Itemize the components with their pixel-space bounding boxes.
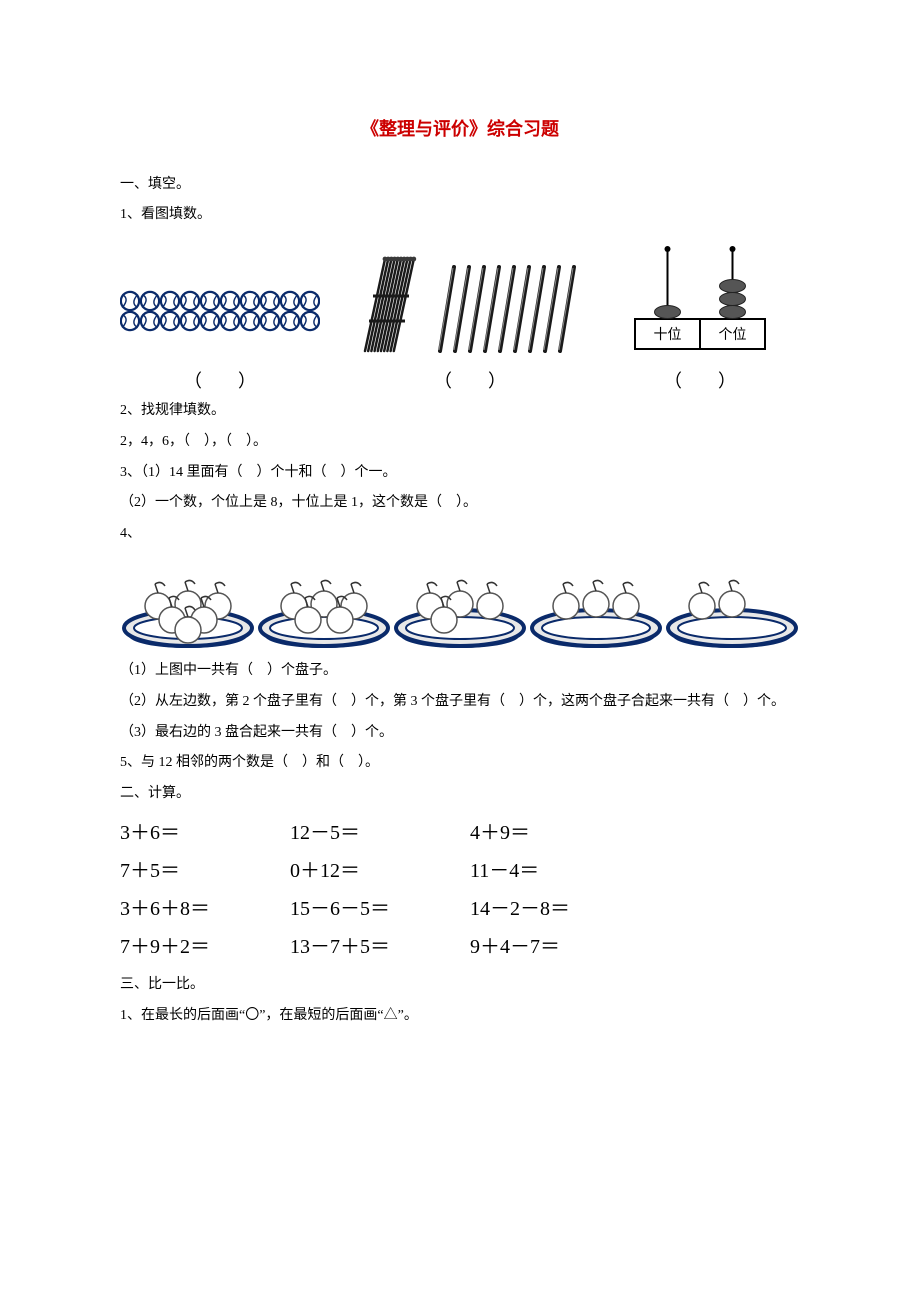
- calc-cell: 11－4＝: [470, 852, 650, 890]
- q2-text: 2、找规律填数。: [120, 396, 800, 427]
- section1-heading: 一、填空。: [120, 170, 800, 201]
- q5: 5、与 12 相邻的两个数是（ ）和（ ）。: [120, 748, 800, 779]
- calc-cell: 7＋9＋2＝: [120, 928, 290, 966]
- q4-c: （3）最右边的 3 盘合起来一共有（ ）个。: [120, 718, 800, 749]
- q1-blank-2: （ ）: [350, 367, 590, 396]
- calc-cell: 12－5＝: [290, 814, 470, 852]
- calc-cell: 3＋6＋8＝: [120, 890, 290, 928]
- q2-seq: 2，4，6，（ ），（ ）。: [120, 427, 800, 458]
- plates-figure: [120, 560, 800, 650]
- q3-a: 3、（1）14 里面有（ ）个十和（ ）个一。: [120, 458, 800, 489]
- q4-b: （2）从左边数，第 2 个盘子里有（ ）个，第 3 个盘子里有（ ）个，这两个盘…: [120, 687, 800, 718]
- doc-title: 《整理与评价》综合习题: [120, 110, 800, 150]
- q1-blanks-row: （ ） （ ） （ ）: [120, 367, 800, 396]
- q1-figure-row: 十位 个位: [120, 241, 800, 361]
- balls-figure: [120, 261, 320, 361]
- q1-blank-1: （ ）: [120, 367, 320, 396]
- sticks-figure: [350, 251, 590, 361]
- sec3-q1: 1、在最长的后面画“〇”，在最短的后面画“△”。: [120, 1001, 800, 1032]
- q4-intro: 4、: [120, 519, 800, 550]
- q3-b: （2）一个数，个位上是 8，十位上是 1，这个数是（ ）。: [120, 488, 800, 519]
- q1-prompt: 1、看图填数。: [120, 200, 800, 231]
- section3-heading: 三、比一比。: [120, 970, 800, 1001]
- calc-cell: 0＋12＝: [290, 852, 470, 890]
- q4-a: （1）上图中一共有（ ）个盘子。: [120, 656, 800, 687]
- calc-cell: 15－6－5＝: [290, 890, 470, 928]
- q1-blank-3: （ ）: [620, 367, 780, 396]
- calc-cell: 14－2－8＝: [470, 890, 650, 928]
- svg-text:个位: 个位: [719, 327, 747, 343]
- calc-cell: 13－7＋5＝: [290, 928, 470, 966]
- calc-cell: 7＋5＝: [120, 852, 290, 890]
- q4-plates-row: [120, 560, 800, 650]
- calc-cell: 4＋9＝: [470, 814, 650, 852]
- calc-cell: 9＋4－7＝: [470, 928, 650, 966]
- svg-text:十位: 十位: [654, 327, 682, 343]
- section2-heading: 二、计算。: [120, 779, 800, 810]
- calc-cell: 3＋6＝: [120, 814, 290, 852]
- calc-grid: 3＋6＝12－5＝4＋9＝ 7＋5＝0＋12＝11－4＝ 3＋6＋8＝15－6－5＝…: [120, 814, 800, 966]
- abacus-figure: 十位 个位: [620, 241, 780, 361]
